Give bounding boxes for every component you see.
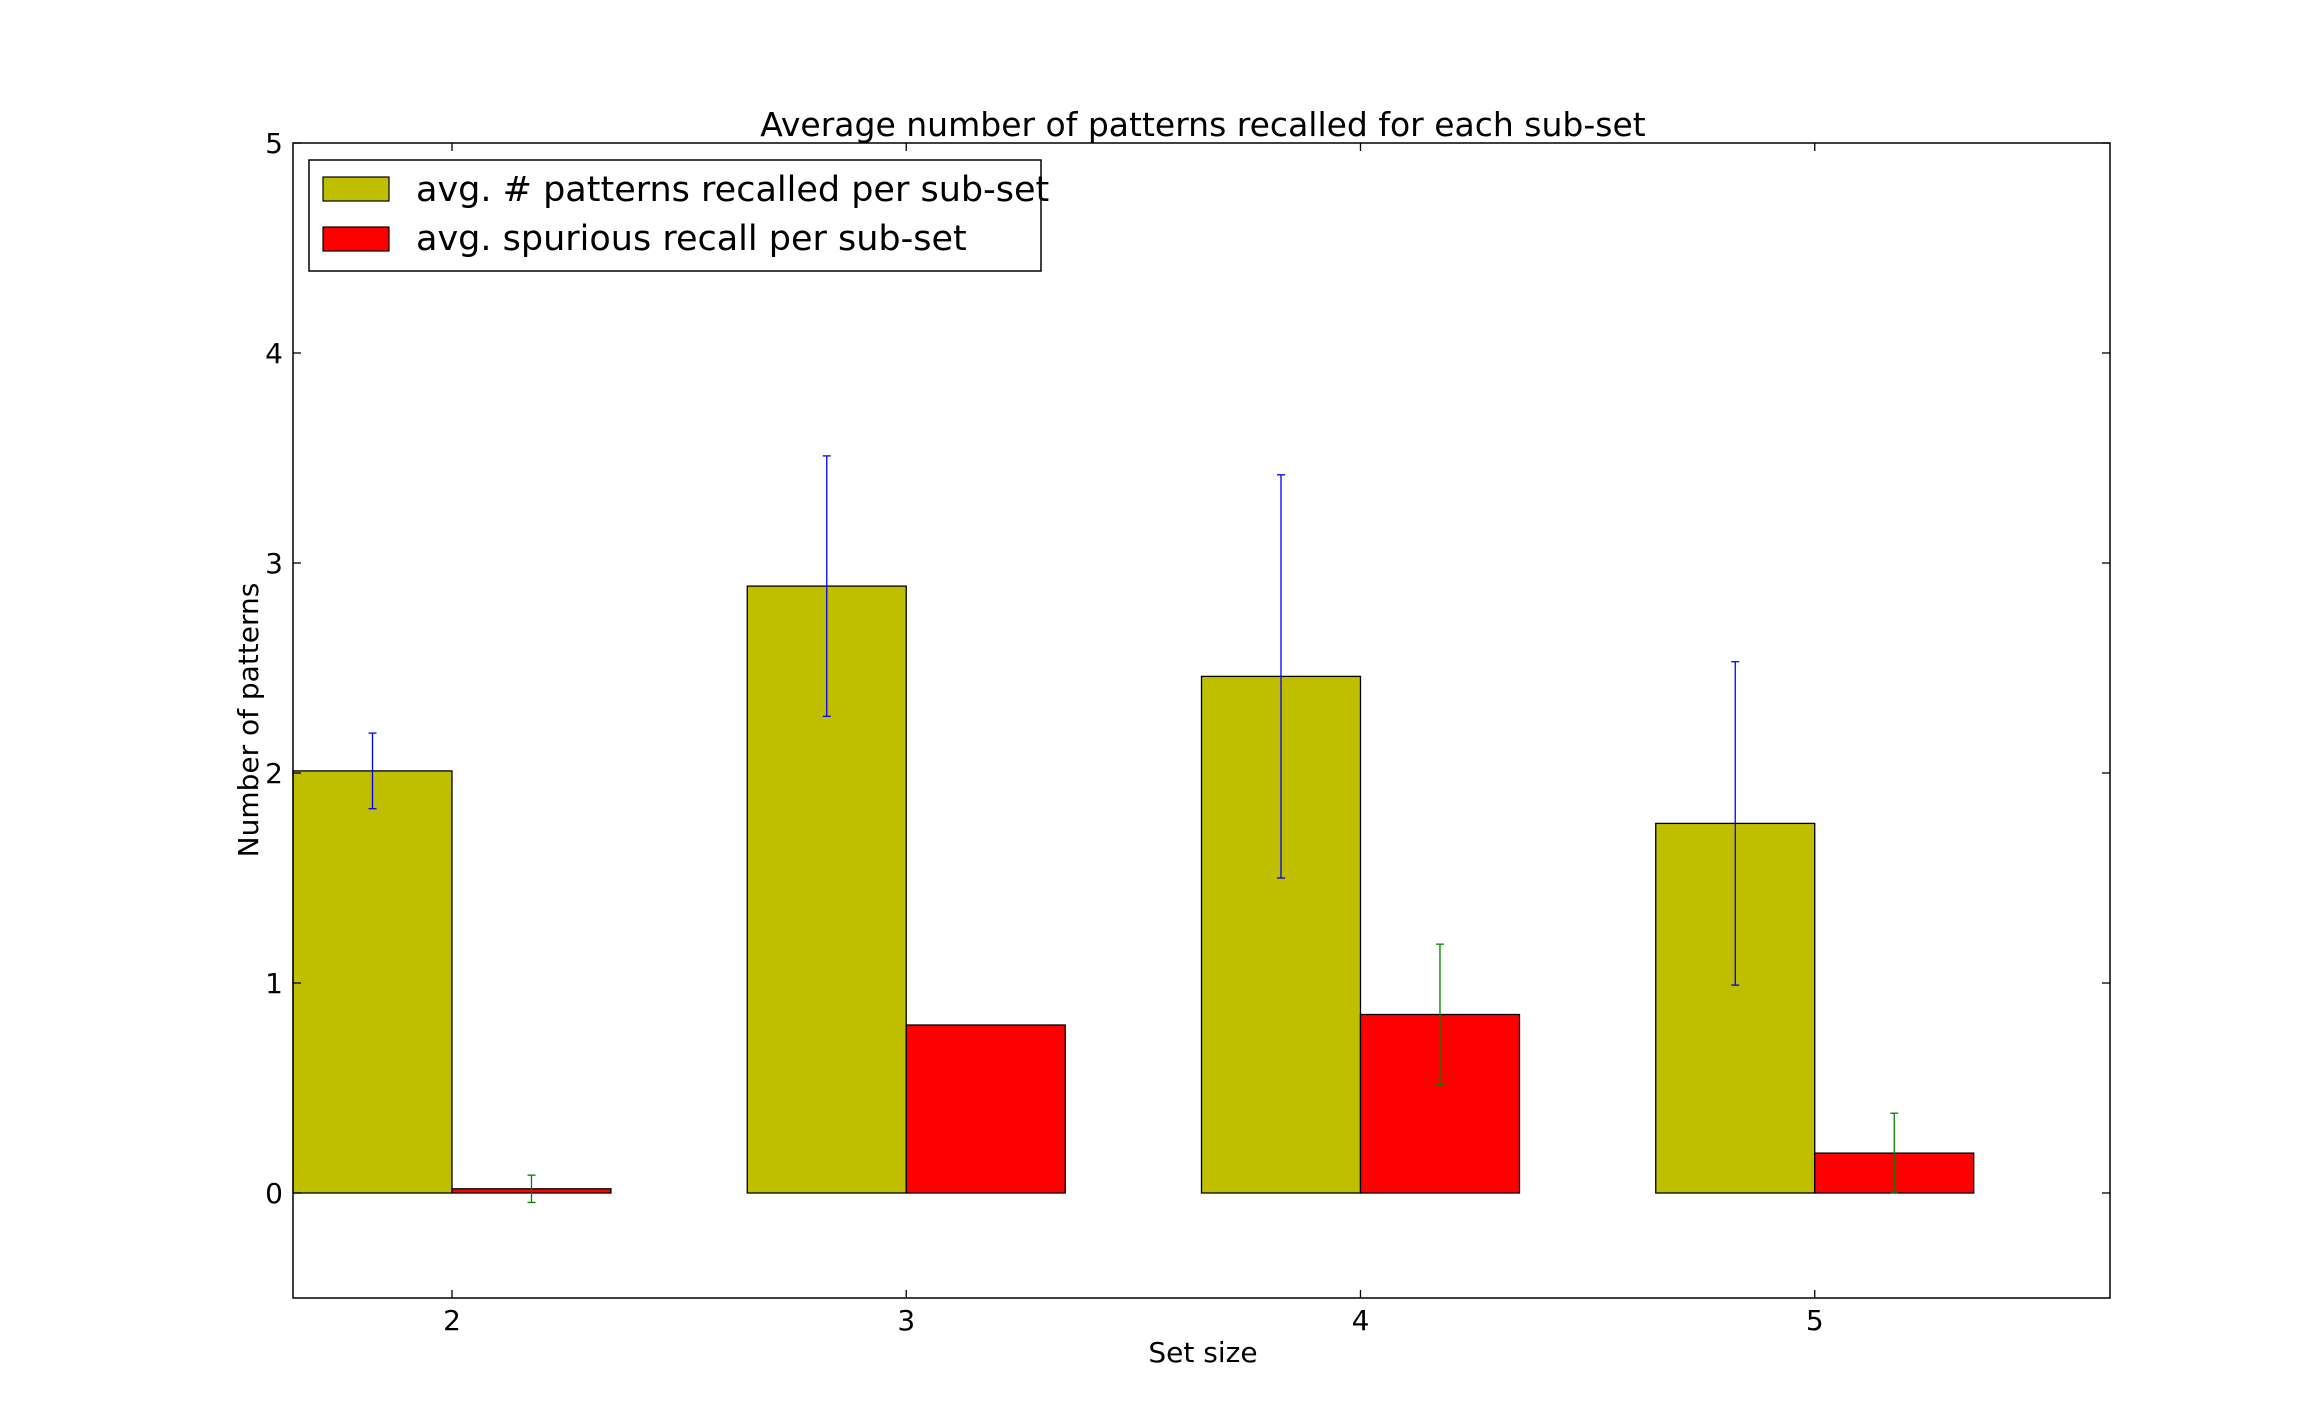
errorbar-recalled-2 xyxy=(368,732,377,810)
x-tick-label-3: 3 xyxy=(897,1304,915,1337)
bar-spurious-3 xyxy=(905,1024,1066,1194)
bar-recalled-3 xyxy=(746,585,907,1194)
legend-swatch-recalled xyxy=(322,176,390,202)
legend-label-recalled: avg. # patterns recalled per sub-set xyxy=(416,170,1049,210)
plot-frame xyxy=(292,142,2111,1299)
y-axis-title: Number of patterns xyxy=(232,583,265,858)
y-tick-label-0: 0 xyxy=(265,1177,283,1210)
x-tick-label-2: 2 xyxy=(443,1304,461,1337)
x-axis-title: Set size xyxy=(1148,1336,1257,1369)
x-tick-label-5: 5 xyxy=(1806,1304,1824,1337)
errorbar-spurious-2 xyxy=(527,1174,536,1204)
legend-swatch-spurious xyxy=(322,226,390,252)
y-tick-label-3: 3 xyxy=(265,547,283,580)
y-tick-label-4: 4 xyxy=(265,337,283,370)
legend: avg. # patterns recalled per sub-set avg… xyxy=(308,159,1049,272)
errorbar-recalled-5 xyxy=(1731,661,1740,986)
y-tick-label-5: 5 xyxy=(265,127,283,160)
y-tick-label-1: 1 xyxy=(265,967,283,1000)
bar-recalled-2 xyxy=(292,770,453,1194)
errorbar-spurious-5 xyxy=(1890,1112,1899,1194)
plot-area xyxy=(292,455,1975,1204)
legend-frame xyxy=(308,159,1042,272)
y-tick-label-2: 2 xyxy=(265,757,283,790)
legend-label-spurious: avg. spurious recall per sub-set xyxy=(416,219,967,259)
errorbar-recalled-4 xyxy=(1276,474,1285,879)
errorbar-spurious-4 xyxy=(1435,943,1444,1086)
axis-ticks: 0 1 2 3 4 5 2 3 4 5 xyxy=(265,127,2110,1337)
x-tick-label-4: 4 xyxy=(1352,1304,1370,1337)
errorbar-recalled-3 xyxy=(822,455,831,717)
chart-title: Average number of patterns recalled for … xyxy=(760,105,1646,144)
